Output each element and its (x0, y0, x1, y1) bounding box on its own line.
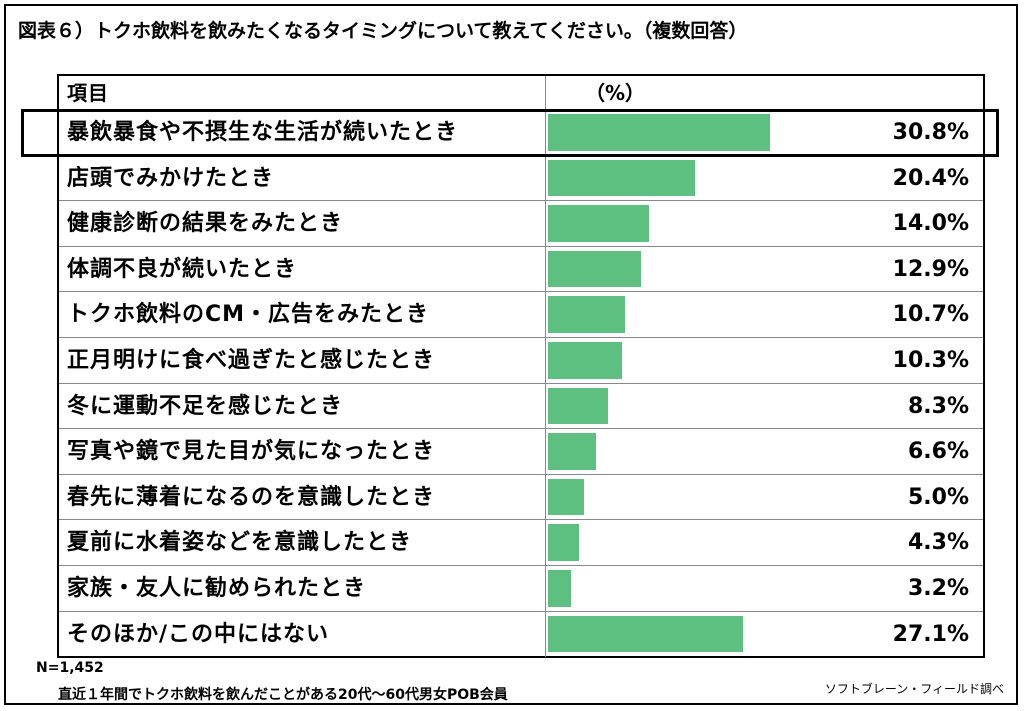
column-divider (545, 292, 546, 337)
value-label: 3.2% (907, 576, 969, 601)
column-divider (545, 383, 546, 429)
category-label: そのほか/この中にはない (67, 621, 330, 647)
category-label: 夏前に水着姿などを意識したとき (67, 530, 413, 556)
column-divider (545, 201, 546, 246)
header-item-label: 項目 (67, 81, 109, 105)
category-label: 健康診断の結果をみたとき (67, 211, 344, 237)
bar (548, 250, 641, 288)
bar-row: 健康診断の結果をみたとき 14.0% (59, 201, 983, 247)
category-label: 体調不良が続いたとき (67, 256, 298, 282)
value-label: 14.0% (892, 211, 969, 237)
bar-row: トクホ飲料のCM・広告をみたとき 10.7% (59, 292, 983, 338)
column-divider (545, 566, 546, 611)
value-label: 4.3% (907, 530, 969, 556)
header-pct-label: （%） (585, 81, 646, 105)
bar (548, 570, 572, 607)
figure-frame: 図表６）トクホ飲料を飲みたくなるタイミングについて教えてください。（複数回答） … (4, 4, 1018, 705)
bar-row: 写真や鏡で見た目が気になったとき 6.6% (59, 429, 983, 475)
bar-row: 正月明けに食べ過ぎたと感じたとき 10.3% (59, 338, 983, 384)
category-label: 店頭でみかけたとき (67, 165, 275, 191)
bar (548, 296, 626, 333)
bar (548, 615, 744, 653)
value-label: 8.3% (907, 393, 969, 419)
bar-row: 夏前に水着姿などを意識したとき 4.3% (59, 520, 983, 566)
category-label: 春先に薄着になるのを意識したとき (67, 484, 436, 510)
column-divider (545, 338, 546, 383)
bar (548, 433, 596, 470)
category-label: 暴飲暴食や不摂生な生活が続いたとき (67, 120, 459, 145)
header-row: 項目 （%） (59, 76, 983, 110)
bar-row: そのほか/この中にはない 27.1% (59, 611, 983, 658)
column-divider (545, 611, 546, 658)
bar (548, 387, 608, 425)
bar-row: 暴飲暴食や不摂生な生活が続いたとき 30.8% (59, 110, 983, 156)
column-divider (545, 520, 546, 565)
column-divider (545, 246, 546, 292)
value-label: 30.8% (892, 120, 969, 145)
value-label: 12.9% (892, 256, 969, 282)
value-label: 10.7% (892, 302, 969, 328)
category-label: 正月明けに食べ過ぎたと感じたとき (67, 348, 436, 373)
column-divider (545, 474, 546, 520)
bar (548, 478, 584, 516)
value-label: 20.4% (892, 165, 969, 191)
column-divider (545, 76, 546, 109)
chart-table: 項目 （%） 暴飲暴食や不摂生な生活が続いたとき 30.8% 店頭でみかけたとき 20… (57, 74, 985, 658)
bar-row: 冬に運動不足を感じたとき 8.3% (59, 383, 983, 430)
category-label: 写真や鏡で見た目が気になったとき (67, 439, 436, 465)
bar (548, 342, 623, 379)
source-note: ソフトブレーン・フィールド調べ (824, 682, 1004, 696)
bar (548, 524, 579, 561)
chart-title: 図表６）トクホ飲料を飲みたくなるタイミングについて教えてください。（複数回答） (18, 20, 748, 42)
bar-row: 春先に薄着になるのを意識したとき 5.0% (59, 474, 983, 521)
value-label: 6.6% (907, 439, 969, 465)
category-label: 家族・友人に勧められたとき (67, 576, 367, 601)
column-divider (545, 155, 546, 201)
bar-row: 体調不良が続いたとき 12.9% (59, 246, 983, 293)
bar (548, 205, 649, 242)
bar-row: 家族・友人に勧められたとき 3.2% (59, 566, 983, 612)
column-divider (545, 110, 546, 155)
category-label: 冬に運動不足を感じたとき (67, 393, 344, 419)
sample-size: N=1,452 (36, 660, 104, 676)
bar (548, 159, 695, 197)
category-label: トクホ飲料のCM・広告をみたとき (67, 302, 430, 328)
column-divider (545, 429, 546, 474)
value-label: 5.0% (907, 484, 969, 510)
value-label: 27.1% (892, 621, 969, 647)
bar-row: 店頭でみかけたとき 20.4% (59, 155, 983, 202)
sample-description: 直近１年間でトクホ飲料を飲んだことがある20代〜60代男女POB会員 (58, 687, 508, 703)
bar (548, 114, 770, 151)
value-label: 10.3% (892, 348, 969, 373)
